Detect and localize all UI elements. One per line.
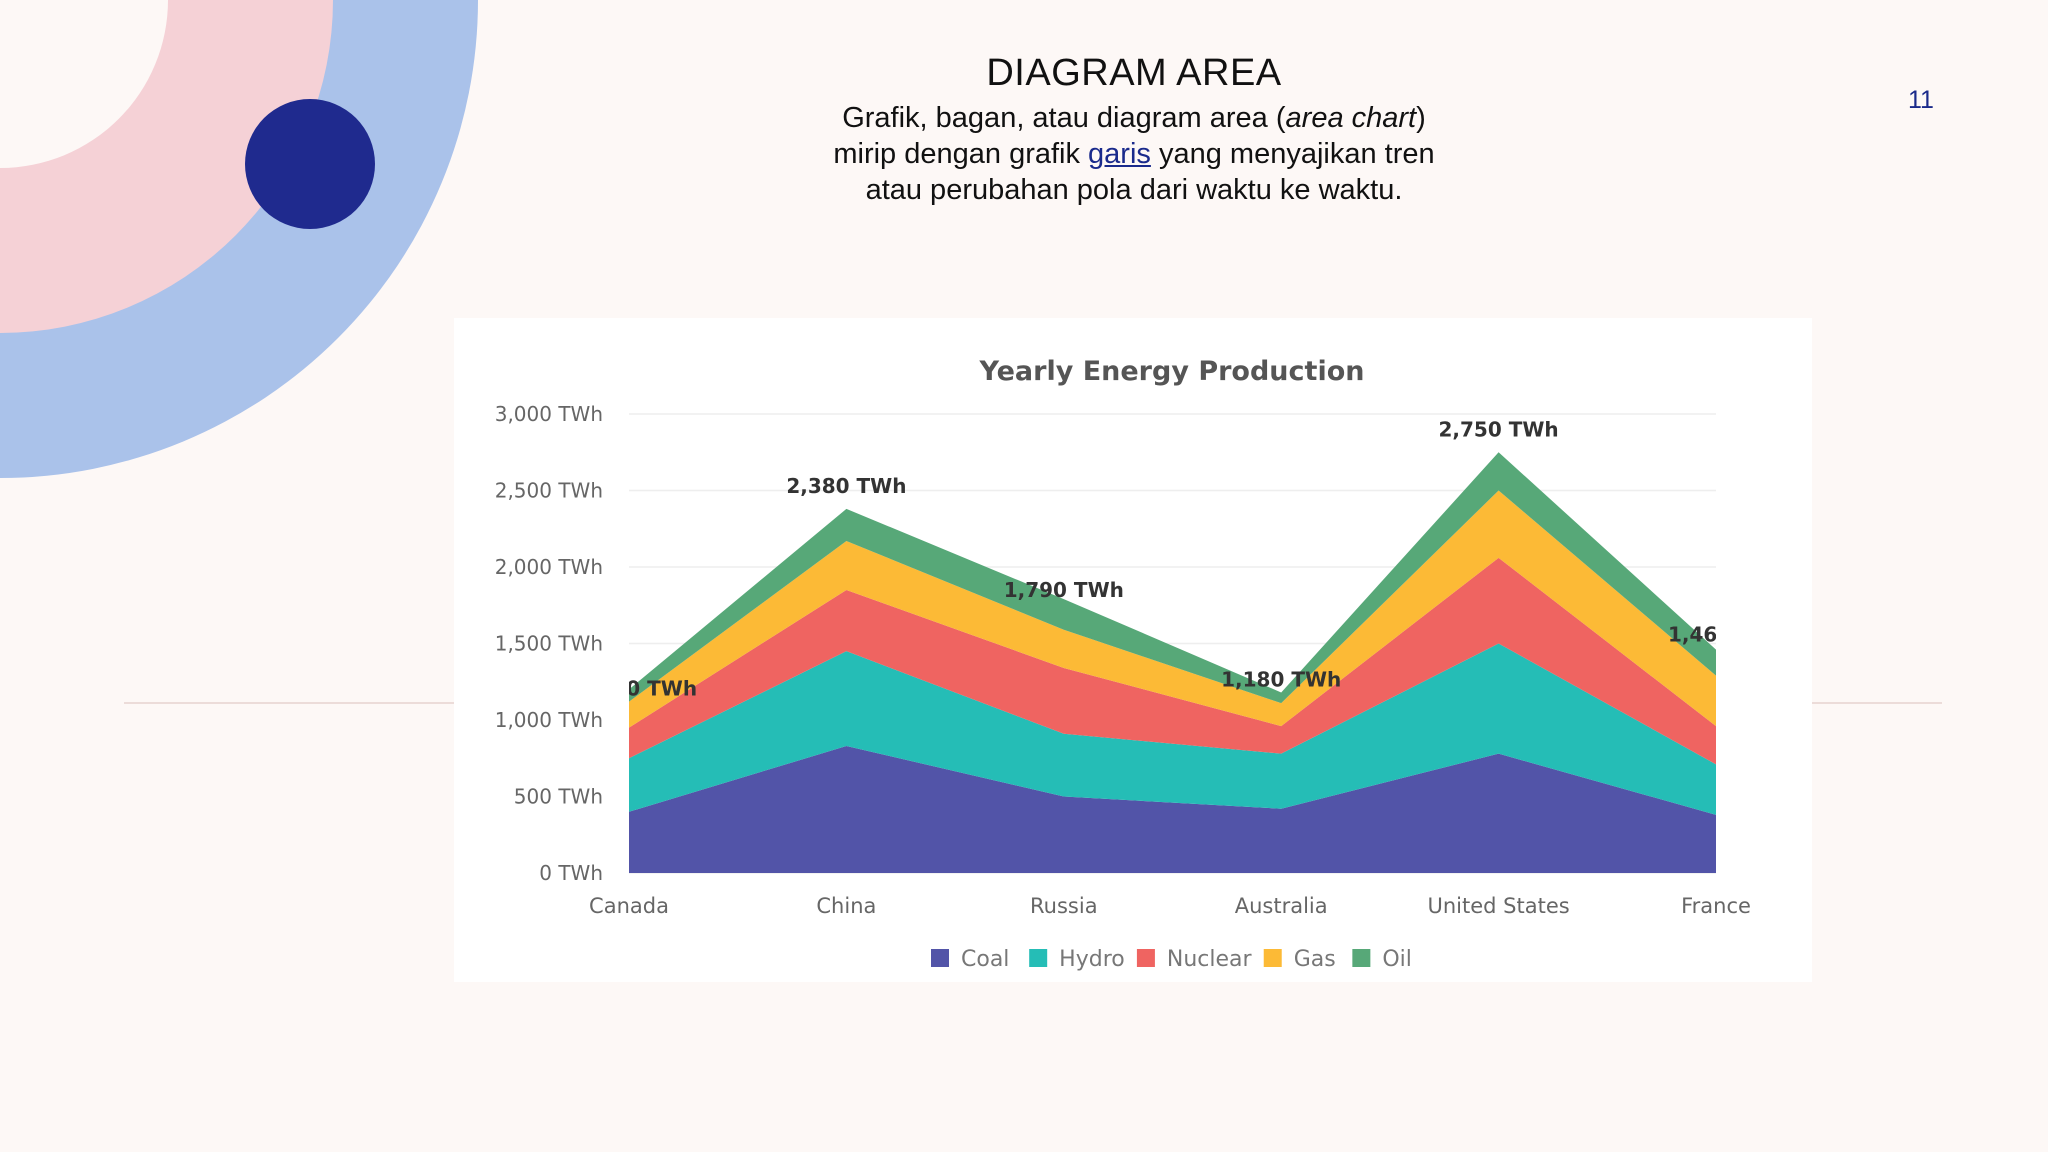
chart-title: Yearly Energy Production (979, 356, 1365, 387)
deco-inner-circle (0, 0, 168, 168)
description-line-1: Grafik, bagan, atau diagram area (area c… (724, 100, 1544, 136)
x-tick-label: France (1681, 894, 1751, 918)
y-tick-label: 1,000 TWh (495, 708, 603, 732)
y-tick-label: 2,500 TWh (495, 479, 603, 503)
y-tick-label: 500 TWh (514, 785, 603, 809)
data-label-total: 1,790 TWh (1004, 578, 1124, 602)
legend-label-hydro: Hydro (1059, 947, 1125, 972)
x-tick-label: Australia (1235, 894, 1328, 918)
legend-label-coal: Coal (961, 947, 1009, 972)
data-label-total: 1,460 TWh (1668, 623, 1788, 647)
series-areas (629, 452, 1716, 873)
legend-swatch-hydro (1029, 949, 1048, 967)
legend-swatch-coal (931, 949, 950, 967)
data-labels: 1,200 TWh 2,380 TWh 1,790 TWh 1,180 TWh 2,75… (577, 417, 1788, 700)
divider-right (1812, 702, 1942, 704)
data-label-total: 1,180 TWh (1221, 667, 1341, 691)
slide-description: Grafik, bagan, atau diagram area (area c… (724, 100, 1544, 208)
desc-text: yang menyajikan tren (1150, 138, 1435, 170)
legend-swatch-nuclear (1136, 949, 1155, 967)
y-tick-label: 2,000 TWh (495, 555, 603, 579)
data-label-total: 2,750 TWh (1439, 417, 1559, 441)
decorative-circles (0, 0, 478, 478)
desc-text: ) (1416, 102, 1426, 134)
data-label-total: 1,200 TWh (577, 676, 697, 700)
desc-text: mirip dengan grafik (833, 138, 1089, 170)
chart-card: Yearly Energy Production 0 TWh 500 TWh 1,0… (454, 318, 1812, 982)
legend-label-gas: Gas (1294, 947, 1336, 972)
x-tick-label: China (816, 894, 876, 918)
y-tick-label: 0 TWh (539, 861, 603, 885)
y-axis-ticks: 0 TWh 500 TWh 1,000 TWh 1,500 TWh 2,000 TWh 2… (495, 402, 603, 885)
garis-link[interactable]: garis (1088, 138, 1151, 170)
x-axis-ticks: Canada China Russia Australia United States F… (589, 894, 1751, 918)
legend-label-nuclear: Nuclear (1167, 947, 1253, 972)
legend-label-oil: Oil (1382, 947, 1412, 972)
data-label-total: 2,380 TWh (786, 474, 906, 498)
area-chart: Yearly Energy Production 0 TWh 500 TWh 1,0… (495, 356, 1788, 972)
area-oil (629, 452, 1716, 704)
area-gas (629, 490, 1716, 728)
y-tick-label: 1,500 TWh (495, 632, 603, 656)
area-hydro (629, 643, 1716, 815)
description-line-2: mirip dengan grafik garis yang menyajika… (724, 136, 1544, 172)
x-tick-label: Canada (589, 894, 669, 918)
slide-title: DIAGRAM AREA (986, 52, 1282, 94)
page-number: 11 (1908, 86, 1934, 114)
desc-text: Grafik, bagan, atau diagram area ( (842, 102, 1286, 134)
area-nuclear (629, 557, 1716, 765)
divider-left (124, 702, 454, 704)
area-coal (629, 746, 1716, 873)
desc-italic-term: area chart (1285, 102, 1417, 134)
legend-swatch-oil (1352, 949, 1371, 967)
legend: Coal Hydro Nuclear Gas Oil (931, 947, 1412, 972)
description-line-3: atau perubahan pola dari waktu ke waktu. (865, 174, 1403, 206)
deco-blue-dot (245, 99, 375, 229)
x-tick-label: United States (1427, 894, 1569, 918)
y-tick-label: 3,000 TWh (495, 402, 603, 426)
legend-swatch-gas (1263, 949, 1282, 967)
x-tick-label: Russia (1030, 894, 1098, 918)
